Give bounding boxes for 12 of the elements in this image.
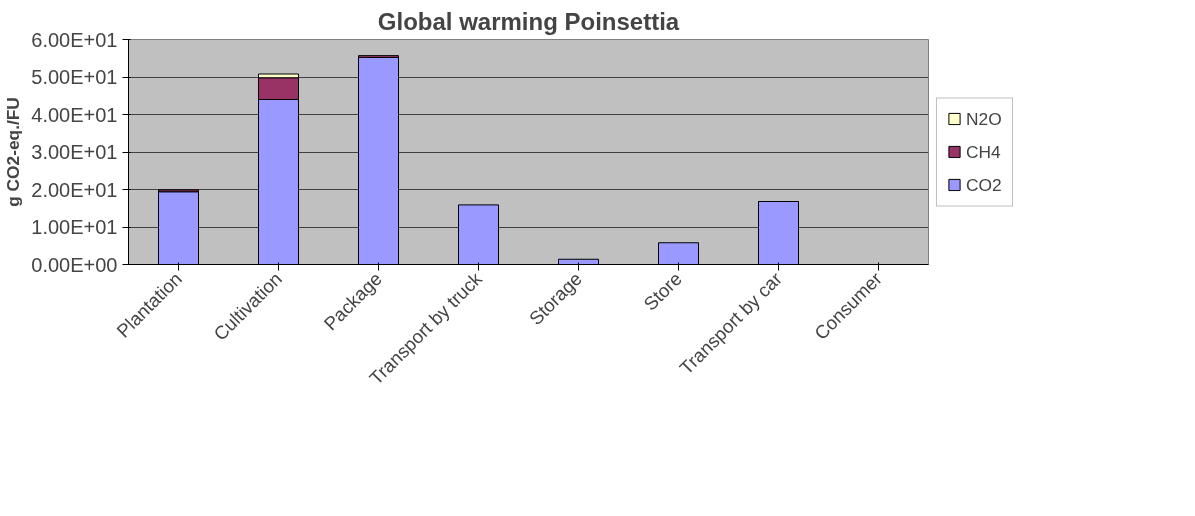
chart-title: Global warming Poinsettia	[377, 7, 680, 35]
y-tick-label: 6.00E+01	[31, 28, 118, 51]
y-tick-label: 5.00E+01	[31, 66, 118, 88]
y-tick-label: 4.00E+01	[31, 103, 118, 126]
y-tick-label: 1.00E+01	[31, 216, 118, 238]
legend-label: CO2	[966, 174, 1002, 195]
y-axis-title: g CO2-eq./FU	[3, 97, 24, 207]
y-tick-label: 0.00E+00	[31, 253, 118, 276]
y-tick-label: 2.00E+01	[31, 178, 118, 201]
legend-label: N2O	[966, 108, 1002, 129]
y-tick-label: 3.00E+01	[31, 141, 118, 163]
legend-label: CH4	[966, 141, 1001, 162]
